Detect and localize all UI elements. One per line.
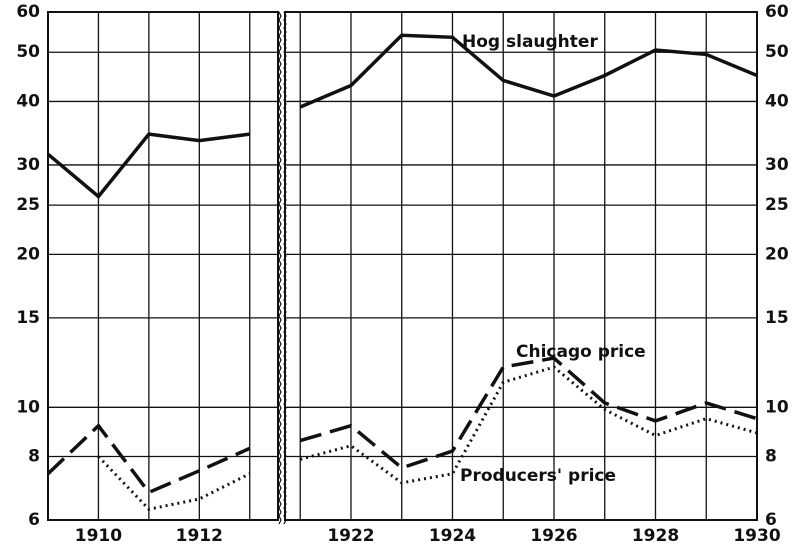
- y-tick-label: 6: [28, 510, 40, 530]
- y-tick-label: 40: [16, 91, 40, 111]
- x-tick-label: 1928: [632, 526, 679, 545]
- axis-break: [278, 11, 282, 525]
- y-tick-label: 6: [765, 510, 777, 530]
- series-line: [299, 33, 758, 109]
- plot-frame: [284, 11, 758, 521]
- series-line: [97, 455, 251, 511]
- series-label: Producers' price: [460, 466, 616, 486]
- y-tick-label: 10: [765, 397, 789, 417]
- y-tick-label: 25: [16, 195, 40, 215]
- x-tick-label: 1924: [429, 526, 476, 545]
- x-tick-label: 1912: [176, 526, 223, 545]
- x-tick-label: 1910: [75, 526, 122, 545]
- y-tick-label: 8: [765, 447, 777, 467]
- y-tick-label: 50: [765, 42, 789, 62]
- y-tick-label: 60: [765, 2, 789, 22]
- series-label: Chicago price: [516, 342, 646, 362]
- y-tick-label: 10: [16, 397, 40, 417]
- plot-frame: [47, 11, 279, 521]
- series-line: [299, 356, 758, 470]
- series-line: [46, 132, 250, 199]
- y-tick-label: 30: [765, 155, 789, 175]
- series-label: Hog slaughter: [462, 32, 598, 52]
- y-tick-label: 50: [16, 42, 40, 62]
- y-tick-label: 20: [16, 244, 40, 264]
- y-tick-label: 8: [28, 447, 40, 467]
- series-line: [299, 365, 758, 485]
- x-tick-label: 1926: [530, 526, 577, 545]
- y-tick-label: 15: [16, 308, 40, 328]
- x-tick-label: 1930: [733, 526, 780, 545]
- y-tick-label: 25: [765, 195, 789, 215]
- y-tick-label: 20: [765, 244, 789, 264]
- y-tick-label: 30: [16, 155, 40, 175]
- x-tick-label: 1922: [327, 526, 374, 545]
- y-tick-label: 60: [16, 2, 40, 22]
- series-line: [46, 423, 251, 495]
- axis-break: [283, 11, 287, 525]
- y-tick-label: 15: [765, 308, 789, 328]
- y-tick-label: 40: [765, 91, 789, 111]
